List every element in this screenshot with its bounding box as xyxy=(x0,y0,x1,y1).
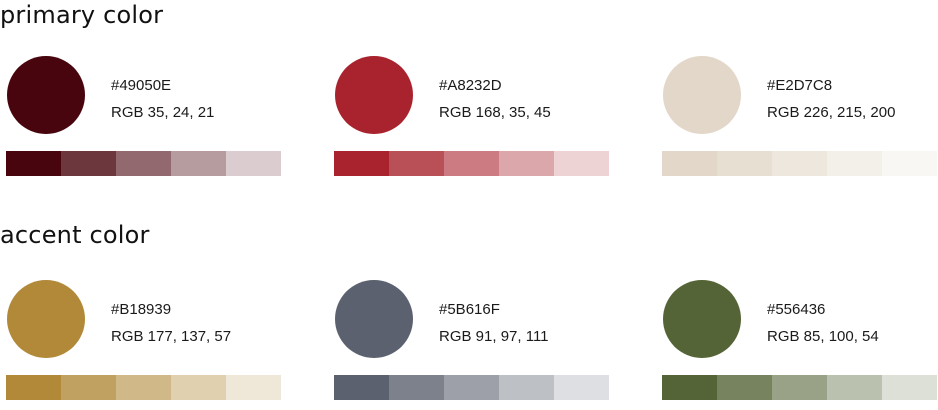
tint-cell-1 xyxy=(6,151,61,176)
swatch-primary-1: #49050E RGB 35, 24, 21 xyxy=(6,56,282,186)
section-title-accent-color: accent color xyxy=(0,221,150,249)
tint-cell-3 xyxy=(772,375,827,400)
tint-cell-1 xyxy=(662,151,717,176)
swatch-accent-2: #5B616F RGB 91, 97, 111 xyxy=(334,280,610,410)
rgb-value: RGB 168, 35, 45 xyxy=(439,104,551,121)
tint-cell-1 xyxy=(334,375,389,400)
hex-code: #5B616F xyxy=(439,301,500,318)
rgb-value: RGB 226, 215, 200 xyxy=(767,104,896,121)
tint-bar xyxy=(334,375,609,400)
tint-cell-4 xyxy=(171,151,226,176)
tint-cell-3 xyxy=(772,151,827,176)
tint-cell-5 xyxy=(882,375,937,400)
tint-cell-5 xyxy=(882,151,937,176)
tint-cell-2 xyxy=(717,151,772,176)
hex-code: #B18939 xyxy=(111,301,172,318)
color-circle xyxy=(335,280,413,358)
swatch-primary-2: #A8232D RGB 168, 35, 45 xyxy=(334,56,610,186)
tint-cell-2 xyxy=(389,375,444,400)
tint-cell-5 xyxy=(226,151,281,176)
tint-cell-1 xyxy=(6,375,61,400)
section-title-primary-color: primary color xyxy=(0,1,164,29)
tint-cell-3 xyxy=(444,375,499,400)
rgb-value: RGB 35, 24, 21 xyxy=(111,104,215,121)
color-circle xyxy=(335,56,413,134)
tint-cell-5 xyxy=(554,151,609,176)
tint-bar xyxy=(334,151,609,176)
rgb-value: RGB 177, 137, 57 xyxy=(111,328,232,345)
color-circle xyxy=(663,280,741,358)
tint-cell-3 xyxy=(116,151,171,176)
tint-bar xyxy=(662,151,937,176)
tint-cell-4 xyxy=(499,151,554,176)
swatch-accent-3: #556436 RGB 85, 100, 54 xyxy=(662,280,938,410)
tint-cell-4 xyxy=(171,375,226,400)
hex-code: #556436 xyxy=(767,301,826,318)
rgb-value: RGB 85, 100, 54 xyxy=(767,328,879,345)
tint-cell-2 xyxy=(717,375,772,400)
tint-bar xyxy=(6,375,281,400)
swatch-primary-3: #E2D7C8 RGB 226, 215, 200 xyxy=(662,56,938,186)
tint-cell-1 xyxy=(334,151,389,176)
hex-code: #E2D7C8 xyxy=(767,77,833,94)
color-circle xyxy=(663,56,741,134)
hex-code: #A8232D xyxy=(439,77,502,94)
tint-cell-5 xyxy=(226,375,281,400)
tint-bar xyxy=(6,151,281,176)
swatch-accent-1: #B18939 RGB 177, 137, 57 xyxy=(6,280,282,410)
tint-cell-2 xyxy=(389,151,444,176)
tint-cell-4 xyxy=(827,151,882,176)
tint-cell-2 xyxy=(61,375,116,400)
tint-cell-1 xyxy=(662,375,717,400)
hex-code: #49050E xyxy=(111,77,172,94)
tint-cell-4 xyxy=(827,375,882,400)
tint-bar xyxy=(662,375,937,400)
color-circle xyxy=(7,56,85,134)
tint-cell-4 xyxy=(499,375,554,400)
color-circle xyxy=(7,280,85,358)
rgb-value: RGB 91, 97, 111 xyxy=(439,328,549,345)
tint-cell-3 xyxy=(444,151,499,176)
tint-cell-5 xyxy=(554,375,609,400)
tint-cell-2 xyxy=(61,151,116,176)
tint-cell-3 xyxy=(116,375,171,400)
